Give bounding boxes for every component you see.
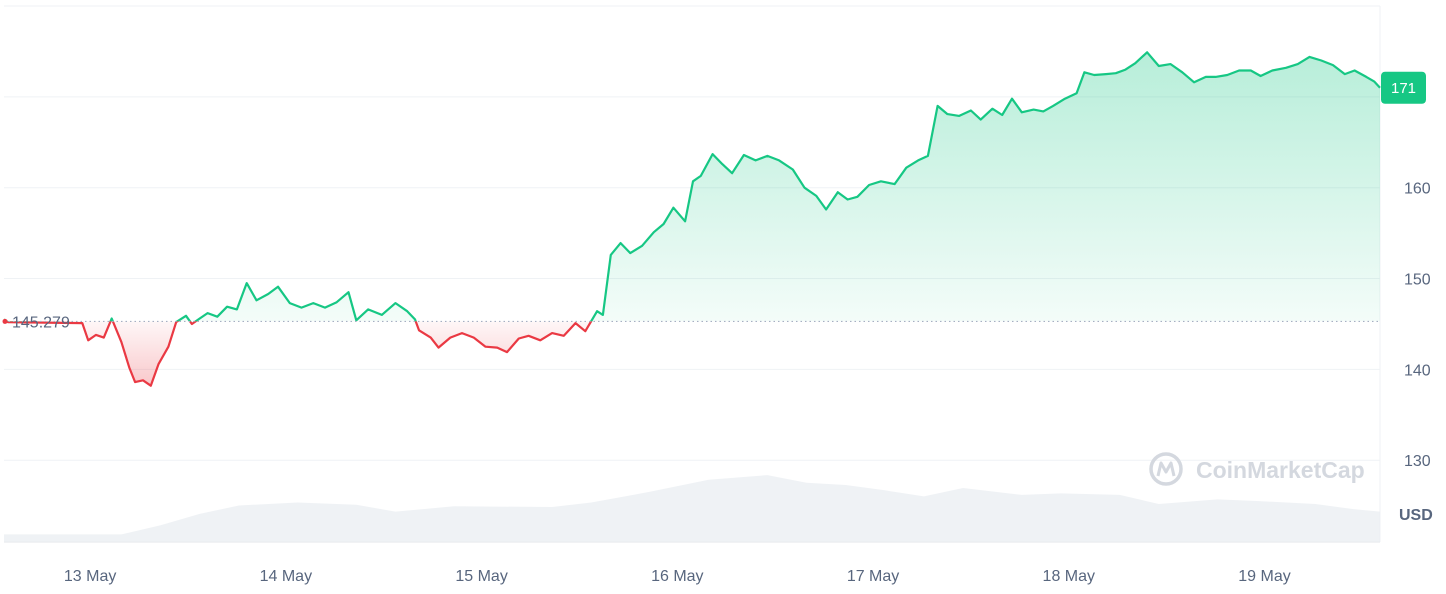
- y-axis: 130 140 150 160: [1404, 181, 1431, 471]
- watermark-text: CoinMarketCap: [1196, 457, 1365, 483]
- y-tick-label: 130: [1404, 453, 1431, 470]
- volume-shape: [4, 475, 1380, 542]
- y-tick-label: 150: [1404, 272, 1431, 289]
- price-area-fill: [4, 52, 1380, 386]
- x-tick-label: 16 May: [651, 568, 703, 585]
- x-tick-label: 19 May: [1238, 568, 1290, 585]
- price-line-up: [3, 51, 1381, 322]
- price-line: [3, 51, 1381, 387]
- coinmarketcap-logo-icon: [1149, 452, 1183, 486]
- current-price-label: 171: [1391, 80, 1416, 97]
- y-tick-label: 140: [1404, 362, 1431, 379]
- price-area-above-baseline: [4, 52, 1380, 322]
- x-tick-label: 13 May: [64, 568, 116, 585]
- x-tick-label: 18 May: [1043, 568, 1095, 585]
- baseline-marker: [2, 318, 8, 324]
- volume-area: [4, 475, 1380, 542]
- baseline-label: 145.279: [12, 314, 70, 331]
- x-axis: 13 May 14 May 15 May 16 May 17 May 18 May 19 M…: [64, 568, 1291, 585]
- watermark: CoinMarketCap: [1149, 452, 1365, 486]
- x-tick-label: 15 May: [455, 568, 507, 585]
- price-area-below-baseline: [6, 321, 592, 386]
- x-tick-label: 14 May: [260, 568, 312, 585]
- current-price-tag: 171: [1381, 71, 1426, 104]
- y-tick-label: 160: [1404, 181, 1431, 198]
- x-tick-label: 17 May: [847, 568, 899, 585]
- y-axis-unit: USD: [1399, 507, 1433, 524]
